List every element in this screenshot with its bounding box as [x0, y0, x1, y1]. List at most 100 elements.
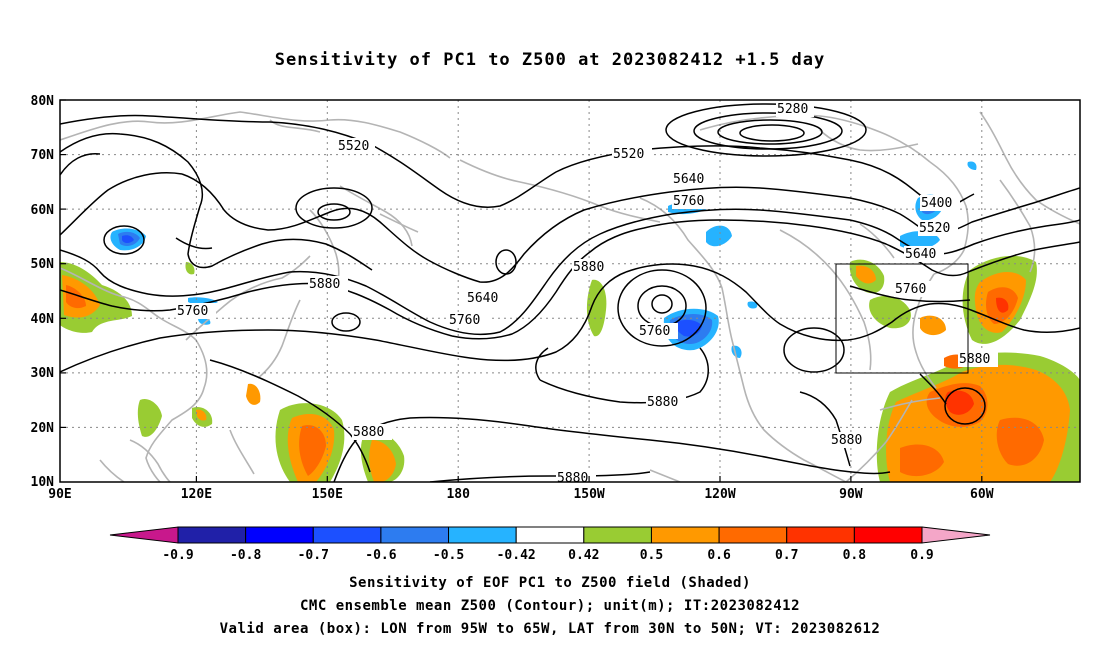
colorbar-box: [177, 526, 247, 544]
contour-label: 5760: [639, 324, 670, 339]
contour-line: [60, 172, 183, 236]
colorbar-label: 0.42: [568, 548, 599, 563]
contour-closed: [103, 225, 145, 255]
contour-closed: [783, 327, 845, 373]
coastlines: [60, 111, 1080, 482]
colorbar-box: [583, 526, 652, 544]
lon-label: 60W: [970, 487, 994, 502]
contour-closed: [317, 203, 351, 221]
lon-label: 120E: [181, 487, 212, 502]
longitude-labels: 90E 120E 150E 180 150W 120W 90W 60W: [48, 487, 993, 502]
lat-label: 30N: [31, 366, 55, 381]
lon-label: 120W: [704, 487, 735, 502]
contour-closed: [637, 285, 687, 327]
contour-line: [60, 152, 101, 176]
contour-closed: [693, 112, 843, 150]
contour-label: 5760: [673, 194, 704, 209]
contour-line: [535, 347, 549, 381]
contour-label: 5880: [647, 395, 678, 410]
contour-label: 5640: [905, 247, 936, 262]
map-title: Sensitivity of PC1 to Z500 at 2023082412…: [274, 50, 826, 70]
colorbar-label: -0.8: [230, 548, 261, 563]
lat-label: 20N: [31, 421, 55, 436]
contour-label: 5520: [338, 139, 369, 154]
contour-label: 5520: [919, 221, 950, 236]
colorbar-label: 0.9: [910, 548, 933, 563]
colorbar-box: [718, 526, 788, 544]
contour-closed: [617, 269, 707, 347]
contour-closed: [295, 187, 373, 229]
colorbar-label: -0.42: [497, 548, 536, 563]
valid-area-box: [835, 263, 969, 374]
colorbar-box: [312, 526, 382, 544]
colorbar-box: [515, 526, 585, 544]
contour-line: [60, 282, 453, 337]
latitude-labels: 80N 70N 60N 50N 40N 30N 20N 10N: [31, 94, 55, 490]
colorbar-label: -0.6: [365, 548, 396, 563]
colorbar-box: [380, 526, 450, 544]
contour-closed: [739, 124, 805, 142]
contour-line: [60, 132, 204, 207]
caption-line-3: Valid area (box): LON from 95W to 65W, L…: [219, 621, 881, 637]
lon-label: 150E: [312, 487, 343, 502]
contour-closed: [665, 103, 867, 157]
contour-label: 5640: [467, 291, 498, 306]
contour-label: 5520: [613, 147, 644, 162]
colorbar-box: [786, 526, 855, 544]
contour-line: [919, 373, 947, 405]
contour-line: [187, 205, 373, 271]
contour-line: [429, 471, 651, 482]
plot-frame: [59, 99, 1081, 483]
colorbar-box: [448, 526, 517, 544]
colorbar-label: 0.7: [775, 548, 798, 563]
contour-line: [209, 359, 371, 473]
contour-closed: [717, 119, 823, 145]
contour-closed: [331, 312, 361, 332]
contour-label: 5880: [309, 277, 340, 292]
contour-labels: 5280 5520 5520 5640 5760 5400 5520 5640 …: [176, 101, 998, 486]
positive-region-central-pacific: [586, 279, 607, 337]
contour-closed: [651, 294, 673, 314]
contour-line: [849, 285, 971, 303]
contour-label: 5400: [921, 196, 952, 211]
lon-label: 90W: [839, 487, 863, 502]
colorbar-low-triangle: [109, 526, 179, 544]
sensitivity-shading: [60, 161, 1080, 482]
contour-line: [60, 271, 627, 373]
colorbar-box: [650, 526, 720, 544]
caption-line-2: CMC ensemble mean Z500 (Contour); unit(m…: [299, 598, 800, 614]
contour-label: 5760: [177, 304, 208, 319]
contour-label: 5880: [353, 425, 384, 440]
colorbar-label: 0.6: [707, 548, 731, 563]
contour-label: 5880: [557, 471, 588, 486]
lon-label: 90E: [48, 487, 71, 502]
lat-label: 10N: [31, 475, 55, 490]
lat-label: 50N: [31, 257, 55, 272]
colorbar-label: -0.9: [162, 548, 193, 563]
contour-closed: [944, 387, 986, 425]
contour-label: 5640: [673, 172, 704, 187]
colorbar-box: [853, 526, 923, 544]
contour-line: [60, 114, 975, 209]
caption-line-1: Sensitivity of EOF PC1 to Z500 field (Sh…: [349, 575, 751, 591]
contour-label: 5760: [895, 282, 926, 297]
contour-line: [967, 241, 1080, 273]
contour-closed: [495, 249, 517, 275]
colorbar-box: [245, 526, 314, 544]
contour-label: 5280: [777, 102, 808, 117]
contour-line: [799, 391, 851, 467]
colorbar-label: -0.7: [298, 548, 329, 563]
contour-line: [175, 237, 213, 250]
ticks: [60, 99, 983, 482]
colorbar-high-triangle: [921, 526, 991, 544]
colorbar-label: -0.5: [433, 548, 464, 563]
contour-label: 5880: [831, 433, 862, 448]
colorbar-label: 0.8: [843, 548, 867, 563]
lat-label: 80N: [31, 94, 55, 109]
lon-label: 180: [446, 487, 470, 502]
contour-label: 5880: [573, 260, 604, 275]
lon-label: 150W: [573, 487, 604, 502]
contour-line: [625, 263, 1080, 342]
colorbar-label: 0.5: [640, 548, 663, 563]
